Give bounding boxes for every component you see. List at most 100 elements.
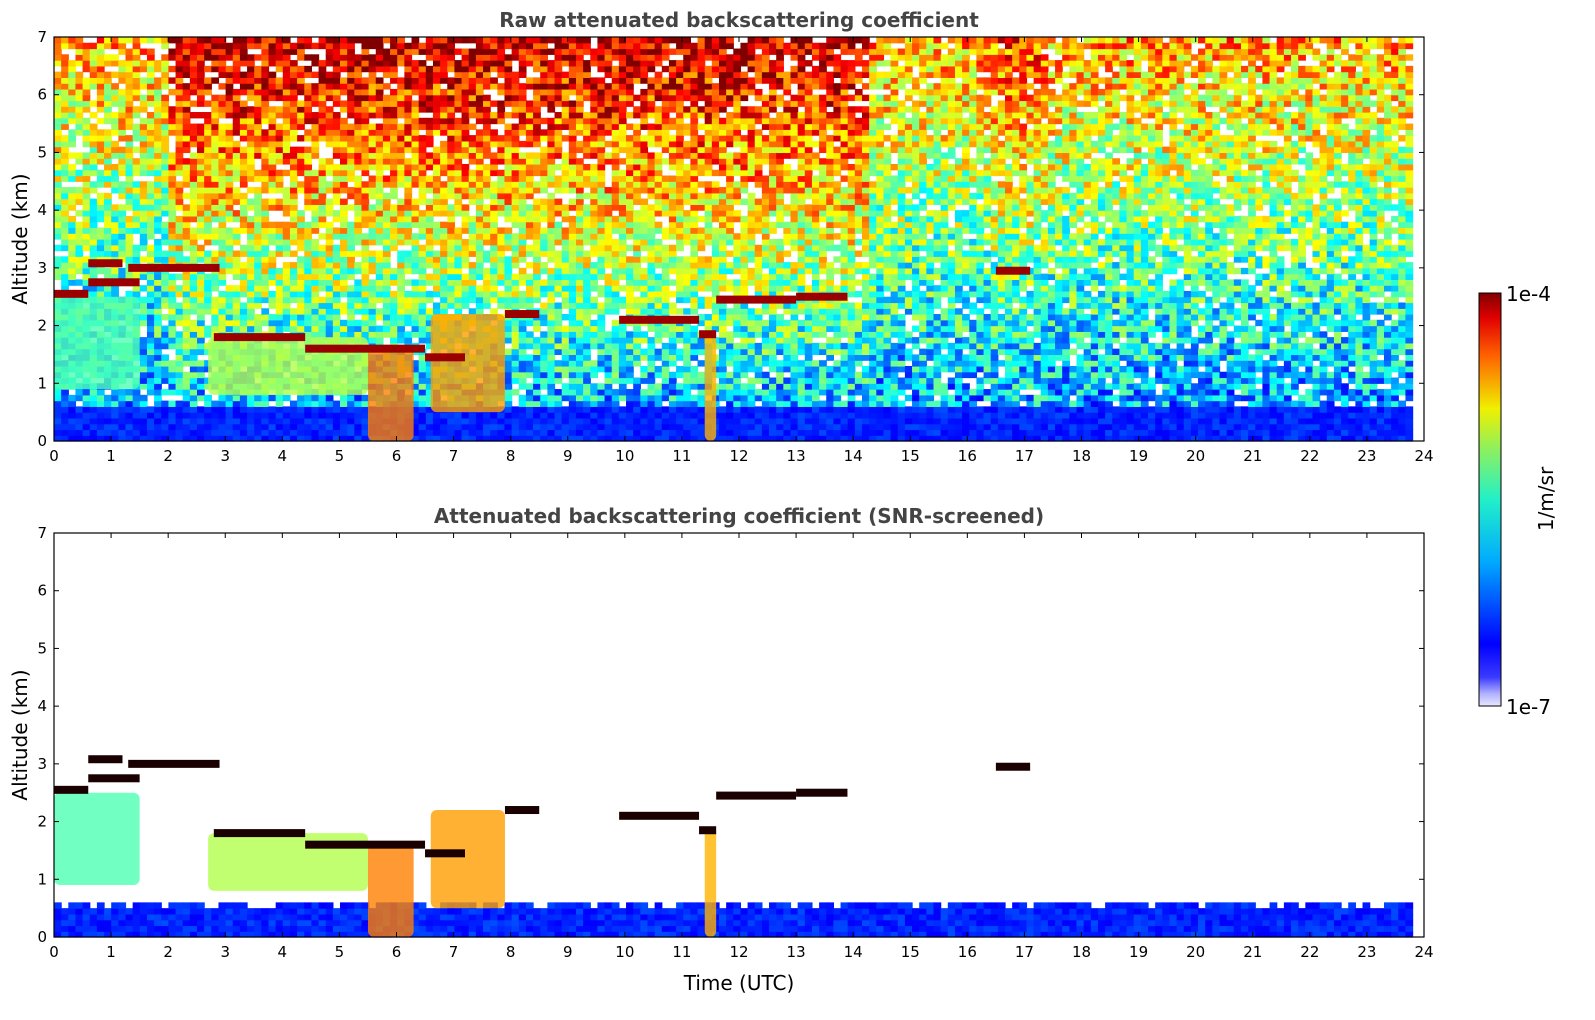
heatmap-cell <box>390 181 398 188</box>
heatmap-cell <box>368 123 377 130</box>
heatmap-cell <box>397 325 405 332</box>
heatmap-cell <box>54 412 62 419</box>
heatmap-cell <box>425 123 434 130</box>
heatmap-cell <box>611 42 620 50</box>
heatmap-cell <box>368 204 377 211</box>
heatmap-cell <box>275 106 284 113</box>
heatmap-cell <box>375 140 384 148</box>
heatmap-cell <box>239 262 248 269</box>
heatmap-cell <box>590 337 599 344</box>
heatmap-cell <box>68 227 77 234</box>
heatmap-cell <box>590 267 599 275</box>
heatmap-cell <box>568 233 577 240</box>
heatmap-cell <box>547 239 556 246</box>
heatmap-cell <box>547 377 556 384</box>
heatmap-cell <box>54 227 62 234</box>
heatmap-cell <box>382 262 391 269</box>
heatmap-cell <box>211 400 220 407</box>
heatmap-cell <box>311 42 320 50</box>
heatmap-cell <box>597 325 606 332</box>
heatmap-cell <box>332 65 341 73</box>
heatmap-cell <box>604 429 613 436</box>
heatmap-cell <box>189 158 198 165</box>
heatmap-cell <box>118 215 127 223</box>
heatmap-cell <box>568 256 577 263</box>
heatmap-cell <box>161 389 170 396</box>
heatmap-cell <box>454 106 463 113</box>
heatmap-cell <box>239 221 248 229</box>
heatmap-cell <box>368 331 377 338</box>
heatmap-cell <box>525 152 534 159</box>
heatmap-cell <box>297 290 305 298</box>
heatmap-cell <box>575 37 584 44</box>
heatmap-cell <box>268 140 277 148</box>
heatmap-cell <box>75 250 84 257</box>
heatmap-cell <box>161 54 170 61</box>
heatmap-cell <box>340 140 348 148</box>
heatmap-cell <box>354 435 363 442</box>
heatmap-cell <box>218 123 227 130</box>
heatmap-cell <box>311 400 320 407</box>
heatmap-cell <box>75 117 84 125</box>
heatmap-cell <box>347 60 355 67</box>
heatmap-cell <box>368 221 377 229</box>
heatmap-cell <box>289 152 298 159</box>
heatmap-cell <box>518 152 527 159</box>
heatmap-cell <box>583 239 591 246</box>
heatmap-cell <box>289 112 298 119</box>
heatmap-cell <box>597 215 606 223</box>
heatmap-cell <box>282 273 291 280</box>
heatmap-cell <box>111 400 119 407</box>
heatmap-cell <box>204 285 212 292</box>
heatmap-cell <box>289 117 298 125</box>
heatmap-cell <box>232 406 241 413</box>
heatmap-cell <box>575 383 584 390</box>
heatmap-cell <box>225 302 234 309</box>
heatmap-cell <box>168 221 177 229</box>
heatmap-cell <box>247 169 255 177</box>
heatmap-cell <box>504 256 513 263</box>
heatmap-cell <box>197 302 205 309</box>
heatmap-cell <box>154 383 162 390</box>
heatmap-cell <box>454 417 463 425</box>
heatmap-cell <box>68 406 77 413</box>
heatmap-cell <box>189 37 198 44</box>
heatmap-cell <box>411 262 420 269</box>
heatmap-cell <box>161 377 170 384</box>
heatmap-cell <box>297 227 305 234</box>
heatmap-cell <box>189 88 198 96</box>
heatmap-cell <box>96 429 105 436</box>
heatmap-cell <box>146 389 155 396</box>
heatmap-cell <box>304 279 313 286</box>
heatmap-cell <box>89 140 98 148</box>
heatmap-cell <box>483 210 491 217</box>
heatmap-cell <box>154 256 162 263</box>
heatmap-cell <box>490 290 498 298</box>
heatmap-cell <box>261 244 270 252</box>
heatmap-cell <box>254 204 262 211</box>
heatmap-cell <box>525 106 534 113</box>
heatmap-cell <box>225 215 234 223</box>
heatmap-cell <box>68 77 77 84</box>
heatmap-cell <box>382 239 391 246</box>
heatmap-cell <box>504 371 513 379</box>
heatmap-cell <box>568 389 577 396</box>
heatmap-cell <box>561 135 570 142</box>
heatmap-cell <box>118 192 127 200</box>
heatmap-cell <box>568 377 577 384</box>
heatmap-cell <box>54 88 62 96</box>
heatmap-cell <box>132 187 141 194</box>
heatmap-cell <box>132 112 141 119</box>
heatmap-cell <box>454 181 463 188</box>
heatmap-cell <box>311 204 320 211</box>
heatmap-cell <box>197 175 205 182</box>
heatmap-cell <box>275 290 284 298</box>
heatmap-cell <box>75 221 84 229</box>
heatmap-cell <box>239 319 248 327</box>
heatmap-cell <box>182 302 191 309</box>
heatmap-cell <box>440 417 448 425</box>
heatmap-cell <box>54 192 62 200</box>
heatmap-cell <box>332 94 341 102</box>
heatmap-cell <box>139 100 148 107</box>
heatmap-cell <box>547 94 556 102</box>
